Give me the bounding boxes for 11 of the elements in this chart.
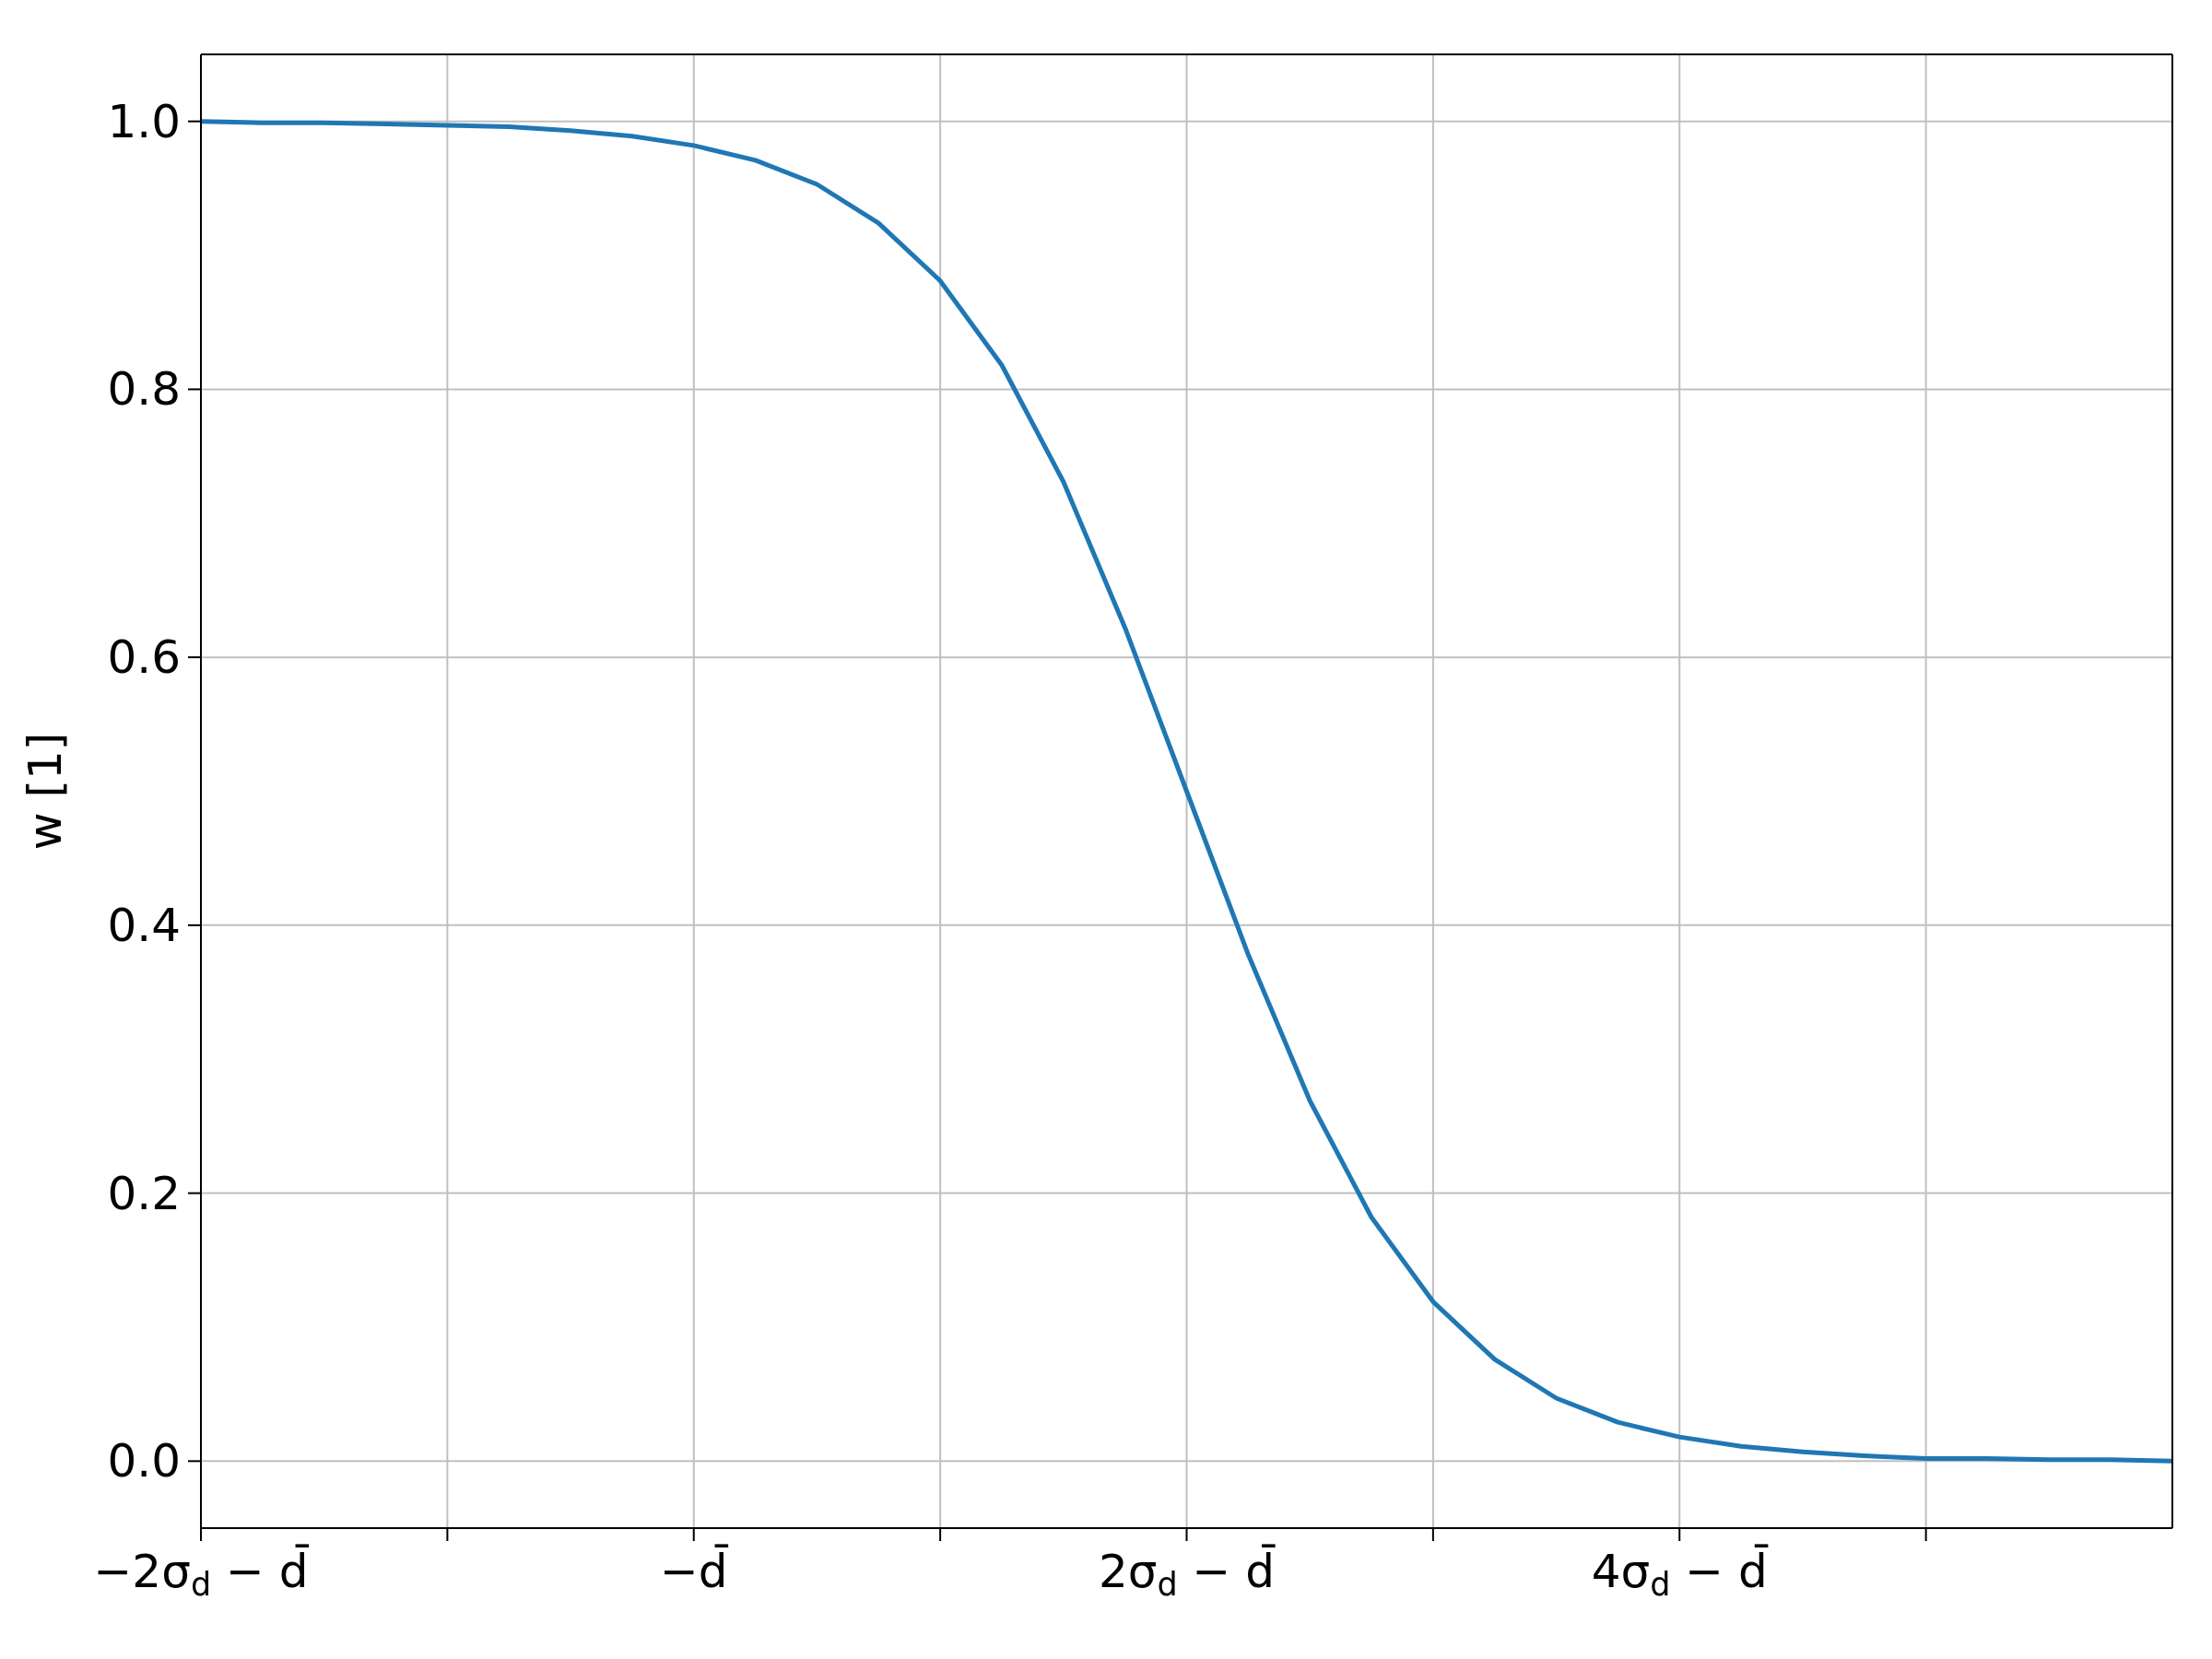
x-tick-label: −d̄	[659, 1543, 729, 1598]
x-tick-label: 2σ$_{d}$ − d̄	[1098, 1543, 1276, 1603]
x-tick-label: 4σ$_{d}$ − d̄	[1591, 1543, 1769, 1603]
y-tick-label: 0.8	[107, 362, 181, 417]
y-tick-label: 0.4	[107, 898, 181, 952]
y-tick-label: 0.0	[107, 1434, 181, 1488]
y-tick-label: 1.0	[107, 94, 181, 148]
y-tick-label: 0.6	[107, 630, 181, 685]
y-axis-title: w [1]	[18, 732, 72, 851]
y-tick-label: 0.2	[107, 1166, 181, 1220]
x-tick-label: −2σ$_{d}$ − d̄	[93, 1543, 310, 1603]
